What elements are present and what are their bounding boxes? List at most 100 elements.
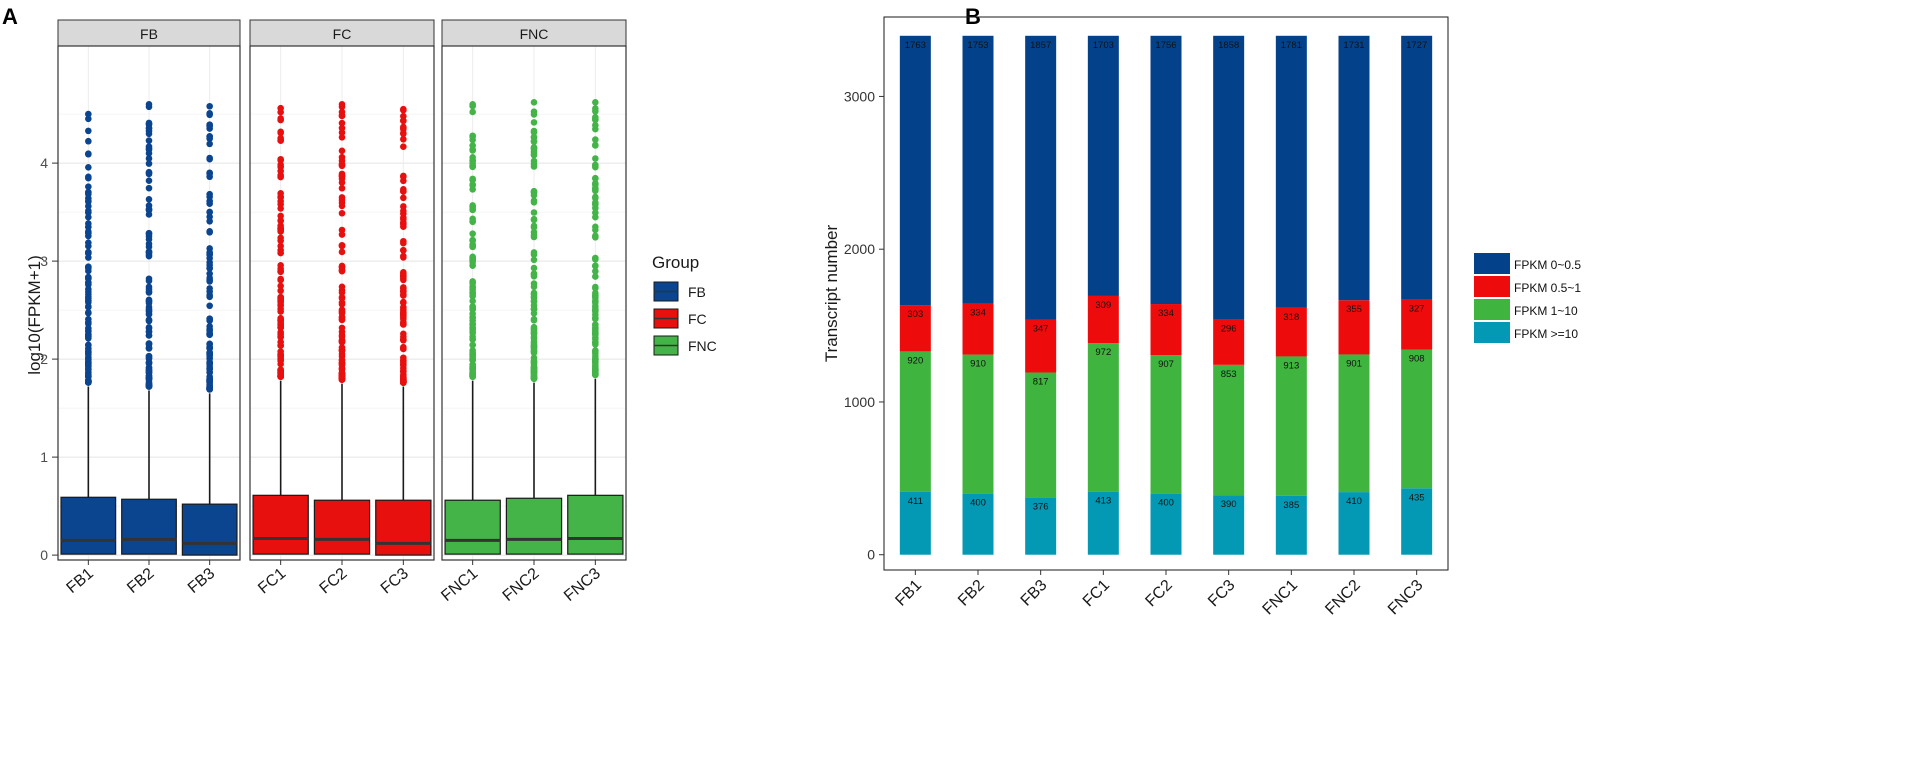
data-label: 1703 <box>1093 40 1114 51</box>
data-label: 901 <box>1346 358 1362 369</box>
outlier-point <box>206 265 213 272</box>
bar-segment <box>1087 35 1119 296</box>
outlier-point <box>338 289 346 296</box>
outlier-point <box>206 331 213 338</box>
outlier-point <box>592 306 599 314</box>
y-axis-title: Transcript number <box>822 225 841 363</box>
outlier-point <box>469 372 476 380</box>
facet-strip-label: FC <box>333 26 352 42</box>
outlier-point <box>145 317 153 324</box>
outlier-point <box>469 136 476 144</box>
outlier-point <box>85 303 92 311</box>
bar-segment <box>899 351 931 492</box>
outlier-point <box>592 367 599 374</box>
data-label: 327 <box>1409 304 1425 315</box>
box <box>444 499 501 555</box>
outlier-point <box>469 230 476 238</box>
outlier-point <box>85 115 92 123</box>
bar-segment <box>1087 295 1119 344</box>
outlier-point <box>530 108 538 115</box>
y-tick-label: 2000 <box>844 241 875 257</box>
facet-strip-label: FNC <box>520 26 549 42</box>
facet-panel-border <box>249 45 435 561</box>
legend-label: FNC <box>688 338 717 354</box>
outlier-point <box>530 345 538 353</box>
outlier-point <box>469 181 476 188</box>
bar-segment <box>899 491 931 555</box>
outlier-point <box>145 248 153 255</box>
outlier-point <box>400 219 407 226</box>
data-label: 355 <box>1346 304 1362 315</box>
y-tick-label: 0 <box>40 547 48 563</box>
outlier-point <box>338 179 346 186</box>
data-label: 1731 <box>1343 40 1364 51</box>
data-label: 1858 <box>1218 40 1239 51</box>
outlier-point <box>469 364 476 372</box>
outlier-point <box>469 341 476 349</box>
facet-strip-label: FB <box>140 26 158 42</box>
outlier-point <box>338 172 346 180</box>
outlier-point <box>592 273 599 280</box>
outlier-point <box>206 228 213 235</box>
outlier-point <box>85 345 92 352</box>
data-label: 303 <box>907 309 923 320</box>
outlier-point <box>469 175 476 183</box>
outlier-point <box>277 355 284 362</box>
bar-segment <box>1338 35 1370 301</box>
outlier-point <box>400 288 407 295</box>
data-label: 347 <box>1033 323 1049 334</box>
outlier-point <box>469 262 476 269</box>
outlier-point <box>85 288 92 296</box>
box <box>60 496 117 555</box>
outlier-point <box>338 370 346 378</box>
data-label: 334 <box>1158 308 1174 319</box>
outlier-point <box>469 304 476 311</box>
box <box>252 494 309 555</box>
outlier-point <box>338 307 346 315</box>
y-tick-label: 1000 <box>844 394 875 410</box>
legend-label: FPKM 0.5~1 <box>1514 281 1581 295</box>
outlier-point <box>206 200 213 208</box>
outlier-point <box>400 210 407 218</box>
outlier-point <box>469 310 476 318</box>
outlier-point <box>145 177 153 185</box>
outlier-point <box>338 184 346 192</box>
data-label: 334 <box>970 308 986 319</box>
outlier-point <box>338 300 346 308</box>
outlier-point <box>530 280 538 287</box>
bar-segment <box>1025 35 1057 320</box>
outlier-point <box>469 142 476 149</box>
outlier-point <box>145 229 153 237</box>
bar-segment <box>1213 35 1245 320</box>
data-label: 1727 <box>1406 40 1427 51</box>
outlier-point <box>277 228 284 235</box>
bar-segment <box>1275 307 1307 357</box>
outlier-point <box>469 297 476 305</box>
outlier-point <box>277 321 284 328</box>
bar-segment <box>1401 349 1433 489</box>
box <box>375 499 432 556</box>
data-label: 1781 <box>1281 40 1302 51</box>
box <box>313 499 371 555</box>
outlier-point <box>530 127 538 135</box>
outlier-point <box>85 150 92 157</box>
outlier-point <box>338 112 346 119</box>
bar-segment <box>1401 35 1433 300</box>
outlier-point <box>277 115 284 122</box>
outlier-point <box>145 382 153 390</box>
bar-segment <box>1275 495 1307 555</box>
bar-segment <box>962 493 994 555</box>
bar-segment <box>962 35 994 304</box>
outlier-point <box>338 209 346 217</box>
outlier-point <box>145 277 153 285</box>
outlier-point <box>530 271 538 279</box>
outlier-point <box>206 133 213 140</box>
legend-key <box>1474 299 1510 320</box>
outlier-point <box>85 263 92 271</box>
bar-segment <box>1025 372 1057 498</box>
outlier-point <box>145 345 153 352</box>
data-label: 907 <box>1158 359 1174 370</box>
outlier-point <box>400 203 407 210</box>
outlier-point <box>469 243 476 251</box>
outlier-point <box>206 364 213 372</box>
